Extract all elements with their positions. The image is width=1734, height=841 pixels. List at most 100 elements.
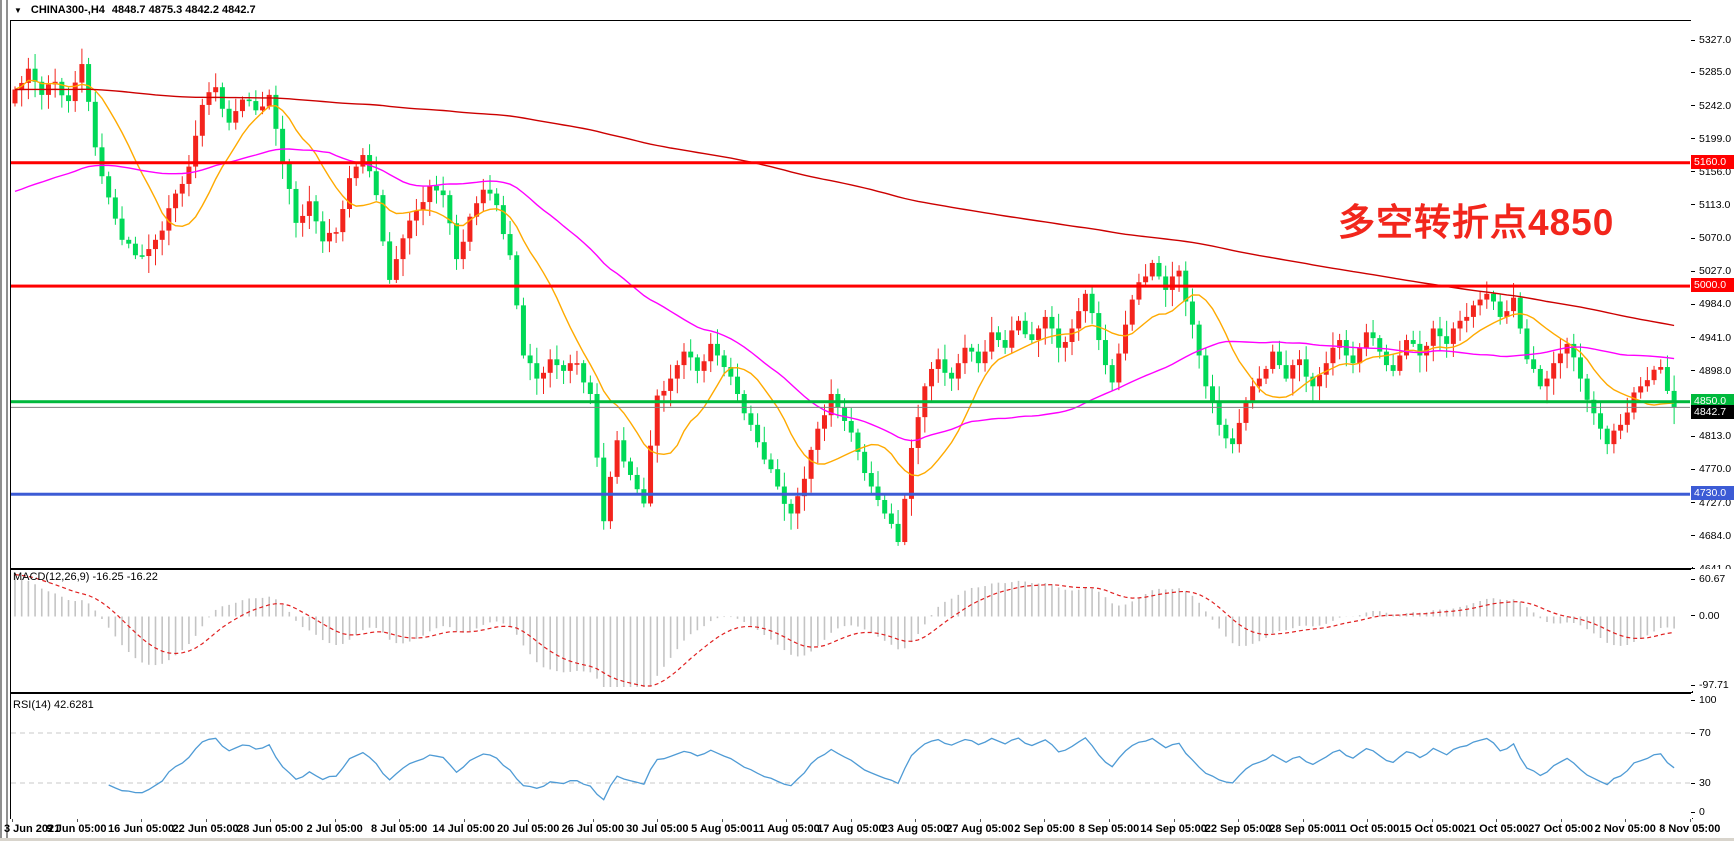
x-tick-mark — [334, 819, 336, 822]
price-chart-pane[interactable] — [10, 20, 1693, 569]
macd-indicator-label: MACD(12,26,9) -16.25 -16.22 — [13, 571, 158, 583]
pane-splitter[interactable] — [6, 0, 8, 841]
x-tick-label: 14 Jul 05:00 — [432, 823, 495, 835]
symbol-dropdown-icon[interactable]: ▼ — [14, 5, 22, 15]
macd-tick-label: -97.71 — [1699, 679, 1729, 691]
x-tick-label: 27 Aug 05:00 — [946, 823, 1014, 835]
y-tick-mark — [1691, 105, 1695, 107]
rsi-tick-label: 30 — [1699, 777, 1711, 789]
price-axis-scale[interactable]: 5327.0 5285.0 5242.0 5199.0 5156.0 5113.0 5070… — [1691, 20, 1734, 575]
y-tick-mark — [1691, 171, 1695, 173]
y-tick-label: 5327.0 — [1699, 34, 1732, 46]
y-tick-label: 4984.0 — [1699, 298, 1732, 311]
rsi-canvas[interactable] — [11, 694, 1690, 817]
x-tick-mark — [1496, 819, 1498, 822]
y-tick-label: 4770.0 — [1699, 463, 1732, 476]
x-tick-mark — [463, 819, 465, 822]
y-tick-mark — [1691, 337, 1695, 339]
price-level-label: 5000.0 — [1691, 278, 1734, 293]
x-tick-mark — [528, 819, 530, 822]
y-tick-mark — [1691, 435, 1695, 437]
rsi-axis-scale[interactable]: 100 70 30 0 — [1691, 693, 1734, 818]
symbol-title: CHINA300-,H4 — [30, 4, 105, 16]
y-tick-label: 4898.0 — [1699, 364, 1732, 377]
rsi-tick-mark — [1691, 782, 1695, 784]
y-tick-label: 4684.0 — [1699, 529, 1732, 542]
y-tick-label: 5113.0 — [1699, 198, 1731, 211]
x-tick-label: 30 Jul 05:00 — [626, 823, 689, 835]
chart-header: ▼ CHINA300-,H4 4848.7 4875.3 4842.2 4842… — [14, 2, 256, 18]
x-tick-label: 22 Jun 05:00 — [172, 823, 239, 835]
x-tick-mark — [399, 819, 401, 822]
rsi-tick-label: 70 — [1699, 727, 1711, 739]
y-tick-mark — [1691, 303, 1695, 305]
y-tick-mark — [1691, 502, 1695, 504]
x-tick-label: 9 Jun 05:00 — [46, 823, 107, 835]
x-tick-mark — [141, 819, 143, 822]
x-tick-label: 16 Jun 05:00 — [108, 823, 175, 835]
y-tick-mark — [1691, 39, 1695, 41]
macd-tick-mark — [1691, 615, 1695, 616]
x-tick-mark — [786, 819, 788, 822]
y-tick-label: 5156.0 — [1699, 165, 1732, 178]
macd-pane[interactable] — [10, 569, 1693, 693]
y-tick-mark — [1691, 71, 1695, 73]
rsi-indicator-label: RSI(14) 42.6281 — [13, 699, 94, 711]
x-tick-label: 26 Jul 05:00 — [561, 823, 624, 835]
rsi-pane[interactable] — [10, 693, 1693, 820]
y-tick-label: 5070.0 — [1699, 232, 1732, 245]
x-tick-label: 8 Nov 05:00 — [1659, 823, 1721, 835]
x-tick-label: 27 Oct 05:00 — [1528, 823, 1594, 835]
x-tick-mark — [850, 819, 852, 822]
y-tick-mark — [1691, 568, 1695, 570]
x-tick-label: 11 Oct 05:00 — [1335, 823, 1400, 835]
y-tick-label: 5027.0 — [1699, 265, 1732, 278]
time-axis-scale[interactable]: 3 Jun 2021 9 Jun 05:00 16 Jun 05:00 22 Jun … — [4, 819, 1734, 838]
x-tick-label: 28 Jun 05:00 — [237, 823, 304, 835]
window-bottom-edge — [0, 838, 1734, 841]
x-tick-mark — [1689, 819, 1691, 822]
x-tick-label: 20 Jul 05:00 — [497, 823, 560, 835]
x-tick-mark — [1302, 819, 1304, 822]
current-price-label: 4842.7 — [1691, 405, 1734, 420]
price-level-label: 5160.0 — [1691, 154, 1734, 169]
x-tick-mark — [270, 819, 272, 822]
y-tick-mark — [1691, 535, 1695, 537]
x-tick-label: 14 Sep 05:00 — [1140, 823, 1207, 835]
y-tick-label: 5199.0 — [1699, 132, 1732, 145]
x-tick-label: 5 Aug 05:00 — [691, 823, 753, 835]
x-tick-mark — [721, 819, 723, 822]
macd-tick-label: 60.67 — [1699, 573, 1726, 585]
macd-canvas[interactable] — [11, 570, 1690, 690]
price-level-label: 4850.0 — [1691, 393, 1734, 408]
x-tick-mark — [1109, 819, 1110, 822]
x-tick-mark — [12, 819, 13, 822]
x-tick-mark — [1238, 819, 1240, 822]
x-tick-mark — [1173, 819, 1175, 822]
rsi-tick-mark — [1691, 699, 1695, 701]
ohlc-values: 4848.7 4875.3 4842.2 4842.7 — [111, 4, 256, 16]
x-tick-label: 28 Sep 05:00 — [1269, 823, 1336, 835]
x-tick-label: 2 Sep 05:00 — [1014, 823, 1075, 835]
candlestick-canvas[interactable] — [11, 21, 1690, 566]
x-tick-mark — [1431, 819, 1433, 822]
y-tick-mark — [1691, 237, 1695, 239]
x-tick-mark — [1044, 819, 1046, 822]
y-tick-label: 5285.0 — [1699, 66, 1732, 79]
x-tick-label: 2 Jul 05:00 — [306, 823, 363, 835]
x-tick-mark — [1560, 819, 1562, 822]
y-tick-label: 4813.0 — [1699, 430, 1732, 443]
x-tick-mark — [205, 819, 207, 822]
y-tick-mark — [1691, 370, 1695, 372]
y-tick-mark — [1691, 204, 1695, 206]
macd-tick-mark — [1691, 578, 1695, 580]
x-tick-label: 22 Sep 05:00 — [1204, 823, 1272, 835]
x-tick-mark — [657, 819, 659, 822]
y-tick-mark — [1691, 468, 1695, 470]
rsi-tick-label: 100 — [1699, 694, 1717, 706]
rsi-tick-label: 0 — [1699, 806, 1705, 818]
macd-axis-scale[interactable]: 60.67 0.00 -97.71 — [1691, 569, 1734, 691]
y-tick-label: 5242.0 — [1699, 99, 1732, 112]
x-tick-label: 3 Jun 2021 — [4, 823, 61, 835]
